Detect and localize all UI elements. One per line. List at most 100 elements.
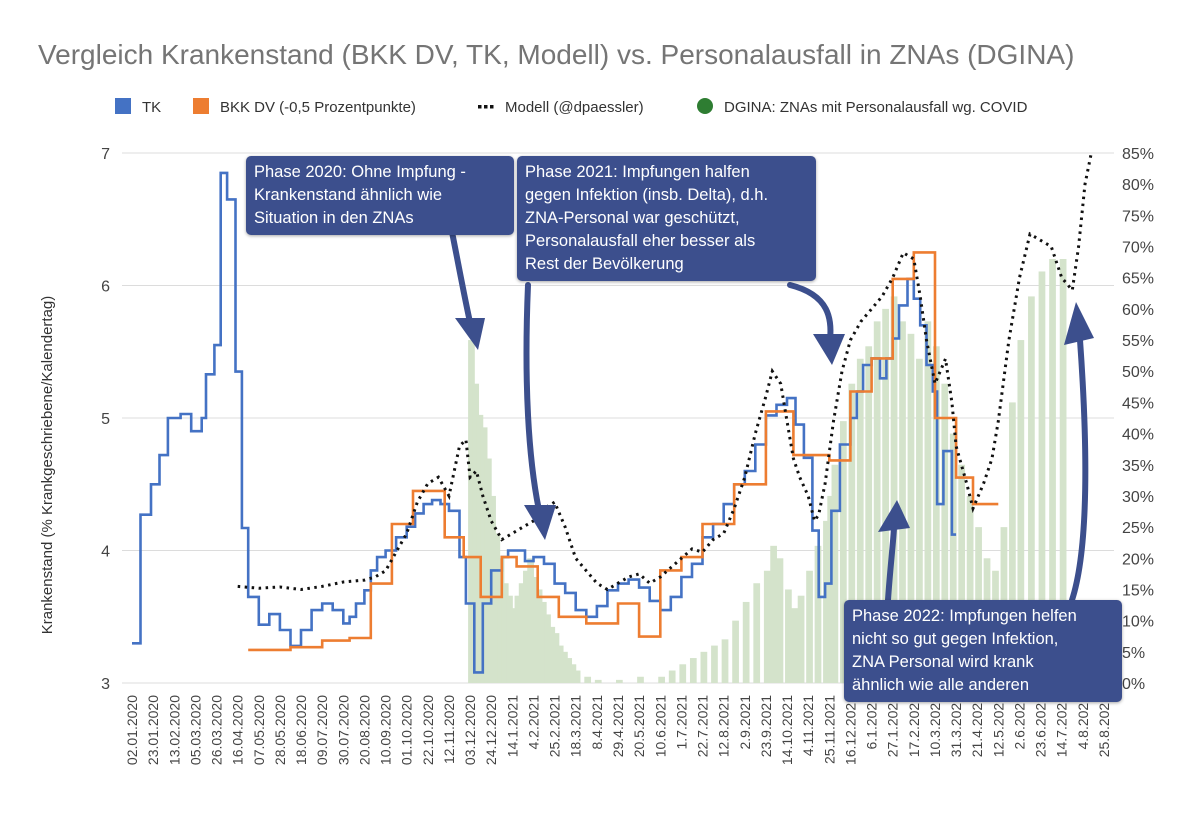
x-tick-label: 4.2.2021 [525,695,541,750]
dgina-bar [721,639,729,683]
x-tick-label: 6.1.2022 [864,695,880,750]
x-tick-label: 16.12.2021 [842,695,858,765]
dgina-bar [882,308,889,683]
arrow-phase-2020 [449,229,473,325]
dgina-bar [489,495,496,683]
y-tick-label: 7 [101,146,110,163]
dgina-bar [791,608,799,683]
dgina-bar [535,589,543,683]
dgina-bar [476,414,484,683]
series-lines [132,152,1093,674]
dgina-bar [573,670,581,683]
x-tick-label: 25.8.2022 [1096,695,1112,757]
dgina-bar [1049,259,1056,683]
legend-swatch [697,98,713,114]
x-tick-label: 12.5.2022 [990,695,1006,757]
dgina-bar [584,676,592,683]
dgina-bar [548,626,556,683]
dgina-bar [556,645,564,683]
y2-tick-label: 35% [1122,458,1154,475]
x-tick-label: 30.07.2020 [335,695,351,765]
dgina-bar [594,679,602,683]
x-tick-label: 10.3.2022 [927,695,943,757]
dgina-bar [569,664,577,683]
x-tick-label: 8.4.2021 [589,695,605,750]
arrow-phase-2021-right [787,282,834,343]
dgina-bar [776,558,784,683]
legend-swatch [484,105,488,109]
dgina-bar [827,495,835,683]
y2-tick-label: 30% [1122,489,1154,506]
x-tick-label: 22.7.2021 [695,695,711,757]
x-tick-label: 26.03.2020 [209,695,225,765]
arrow-phase-2021-right-head [813,334,845,365]
arrow-phase-2020-head [455,318,485,350]
dgina-bar [561,651,568,683]
dgina-bar [480,427,488,683]
x-tick-label: 07.05.2020 [251,695,267,765]
x-tick-label: 05.03.2020 [187,695,203,765]
dgina-bar [949,433,957,683]
dgina-bar [544,614,551,683]
dgina-bar [958,464,966,683]
x-tick-label: 31.3.2022 [948,695,964,757]
y-axis-label: Krankenstand (% Krankgeschriebene/Kalend… [39,296,56,635]
dgina-bar [966,495,974,683]
dgina-bar [484,458,492,683]
y2-tick-label: 85% [1122,146,1154,163]
chart-title: Vergleich Krankenstand (BKK DV, TK, Mode… [38,39,1074,70]
arrow-phase-2022-head [878,500,910,532]
dgina-bar [689,658,697,683]
x-tick-label: 24.12.2020 [483,695,499,765]
dgina-bar [856,358,864,683]
callout-phase-2021: Phase 2021: Impfungen halfen gegen Infek… [517,156,816,281]
dgina-bar [637,676,644,683]
dgina-bar [890,296,898,683]
dgina-bar [770,545,777,683]
dgina-bar [539,601,547,683]
arrow-phase-2022-right [1069,337,1089,603]
legend-swatch [490,105,494,109]
dgina-bar [916,358,923,683]
dgina-bars [468,259,1067,683]
x-tick-label: 10.6.2021 [652,695,668,757]
dgina-bar [700,651,708,683]
x-tick-label: 14.1.2021 [504,695,520,757]
dgina-bar [1059,259,1067,683]
arrow-phase-2021 [523,282,543,518]
dgina-bar [506,595,513,683]
x-tick-label: 29.4.2021 [610,695,626,757]
dgina-bar [552,633,560,683]
dgina-bar [658,676,665,683]
arrow-phase-2021-head [524,505,556,540]
dgina-bar [510,608,518,683]
dgina-bar [732,620,739,683]
x-tick-label: 23.01.2020 [145,695,161,765]
x-tick-label: 25.2.2021 [547,695,563,757]
legend: TK BKK DV (-0,5 Prozentpunkte) Modell (@dp… [115,98,1028,116]
x-tick-label: 14.10.2021 [779,695,795,765]
dgina-bar [831,464,839,683]
dgina-bar [616,679,623,683]
y2-tick-label: 5% [1122,645,1145,662]
y-axis-right: 0% 5% 10% 15% 20% 25% 30% 35% 40% 45% 50% 55% 60% 65%… [1122,146,1154,693]
dgina-bar [797,595,805,683]
x-tick-label: 25.11.2021 [821,695,837,764]
y2-tick-label: 55% [1122,333,1154,350]
dgina-bar [523,570,530,683]
x-tick-label: 16.04.2020 [230,695,246,765]
x-tick-label: 22.10.2020 [420,695,436,765]
dgina-bar [899,321,906,683]
y2-tick-label: 80% [1122,177,1154,194]
dgina-bar [493,533,501,683]
y2-tick-label: 65% [1122,271,1154,288]
dgina-bar [527,558,534,683]
dgina-bar [924,321,932,683]
dgina-bar [711,645,718,683]
y2-tick-label: 45% [1122,395,1154,412]
dgina-bar [514,595,522,683]
legend-label: Modell (@dpaessler) [505,99,644,116]
y2-tick-label: 10% [1122,614,1154,631]
dgina-bar [806,570,813,683]
